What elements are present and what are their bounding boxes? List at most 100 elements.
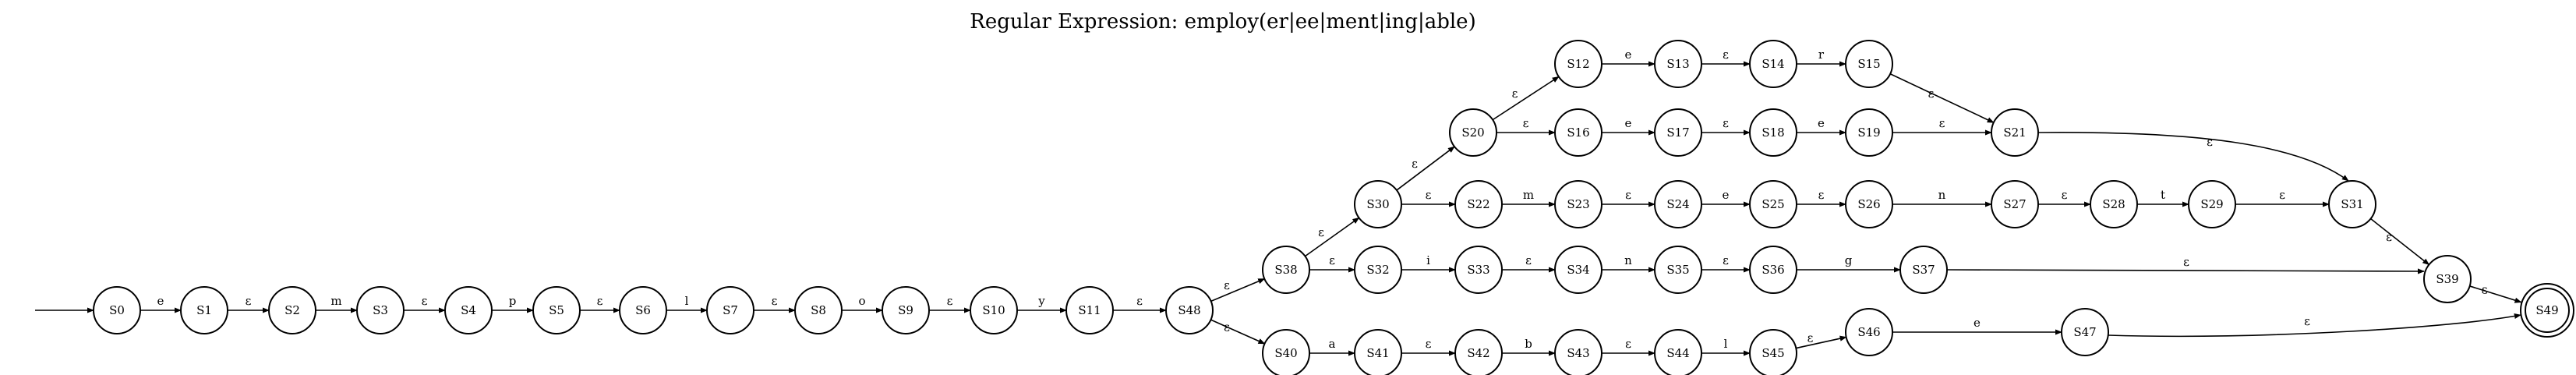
state-node-s7: S7 [706,286,754,334]
transition-S28-to-S29: t [2137,188,2189,207]
state-label: S48 [1178,303,1200,317]
state-circle [706,286,754,334]
transition-label: n [1624,253,1632,267]
transition-S31-to-S39: ε [2370,218,2430,266]
transition-arrow [1889,73,1995,123]
transition-S40-to-S41: a [1309,337,1355,356]
state-label: S16 [1567,126,1589,140]
transition-label: e [157,294,164,308]
transition-S37-to-S39: ε [1946,255,2425,274]
state-label: S8 [811,303,826,317]
transition-label: ε [1625,188,1631,202]
transition-label: ε [1928,87,1935,101]
transition-S6-to-S7: l [666,294,708,313]
accept-state-outer-circle [2520,283,2574,338]
transition-S19-to-S21: ε [1892,116,1992,136]
transition-label: ε [2304,314,2310,328]
transition-S45-to-S46: ε [1796,331,1847,349]
state-node-s8: S8 [794,286,843,334]
transition-S0-to-S1: e [140,294,182,313]
state-label: S27 [2003,197,2026,211]
state-label: S28 [2102,197,2125,211]
state-label: S44 [1666,346,1689,360]
state-node-s27: S27 [1991,180,2039,228]
state-circle [1554,108,1602,157]
state-node-s4: S4 [444,286,493,334]
state-circle [2090,180,2138,228]
state-circle [1845,308,1893,356]
state-label: S6 [635,303,651,317]
transition-label: ε [947,294,953,308]
state-node-s47: S47 [2061,308,2109,356]
state-label: S45 [1762,346,1784,360]
transition-S33-to-S34: ε [1502,253,1556,273]
transition-S21-to-S31: ε [2037,132,2349,182]
state-label: S36 [1762,263,1784,277]
transition-label: e [1974,316,1981,330]
state-circle [1845,180,1893,228]
state-label: S4 [461,303,476,317]
transition-S25-to-S26: ε [1797,188,1846,207]
state-label: S9 [898,303,913,317]
transition-label: i [1426,253,1430,267]
state-label: S42 [1467,346,1489,360]
transition-label: ε [1426,188,1432,202]
states-layer: S0 S1 S2 S3 S4 S5 S6 S7 S8 S9 S10 S11 S48 S38 S32 S40 S3… [93,40,2574,375]
state-circle [1262,246,1310,294]
state-node-s26: S26 [1845,180,1893,228]
transition-label: ε [1723,116,1729,130]
state-node-s38: S38 [1262,246,1310,294]
transition-label: g [1845,253,1853,267]
state-node-s48: S48 [1165,286,1214,334]
transition-label: ε [1723,253,1729,267]
transition-label: l [685,294,689,308]
state-label: S33 [1467,263,1489,277]
transition-S5-to-S6: ε [580,294,620,313]
transition-label: ε [1412,157,1418,171]
state-node-s19: S19 [1845,108,1893,157]
transition-arrow [2370,218,2430,266]
transition-label: p [509,294,517,308]
state-label: S29 [2200,197,2223,211]
transition-S10-to-S11: y [1017,294,1067,313]
transition-S26-to-S27: n [1892,188,1992,207]
state-node-s17: S17 [1654,108,1702,157]
transition-S11-to-S48: ε [1113,294,1167,313]
transition-S12-to-S13: e [1602,48,1655,67]
transition-label: o [858,294,865,308]
state-label: S7 [723,303,738,317]
transition-label: ε [2482,282,2488,296]
state-label: S10 [982,303,1005,317]
state-node-s24: S24 [1654,180,1702,228]
state-circle [2061,308,2109,356]
state-label: S5 [549,303,564,317]
transition-label: ε [2207,135,2213,149]
transition-label: m [1523,188,1534,202]
state-label: S46 [1857,325,1880,339]
state-label: S41 [1366,346,1389,360]
state-circle [268,286,316,334]
transition-label: ε [597,294,603,308]
state-label: S31 [2341,197,2363,211]
transition-label: ε [1136,294,1143,308]
diagram-title: Regular Expression: employ(er|ee|ment|in… [970,10,1475,34]
state-label: S49 [2535,303,2558,317]
transition-label: ε [1224,278,1230,292]
state-label: S43 [1567,346,1589,360]
transition-S13-to-S14: ε [1701,48,1751,67]
transition-label: ε [2386,230,2392,244]
state-circle [1654,246,1702,294]
transition-S48-to-S40: ε [1210,319,1266,345]
transition-arrow [1946,268,2425,274]
transition-S30-to-S22: ε [1401,188,1456,207]
state-node-s11: S11 [1065,286,1114,334]
state-circle [1065,286,1114,334]
transition-S20-to-S16: ε [1496,116,1556,136]
state-circle [2423,255,2472,303]
transition-arrow [1396,146,1455,191]
transition-S38-to-S30: ε [1304,217,1360,257]
transition-arrow [2108,313,2521,338]
state-label: S12 [1567,57,1589,71]
